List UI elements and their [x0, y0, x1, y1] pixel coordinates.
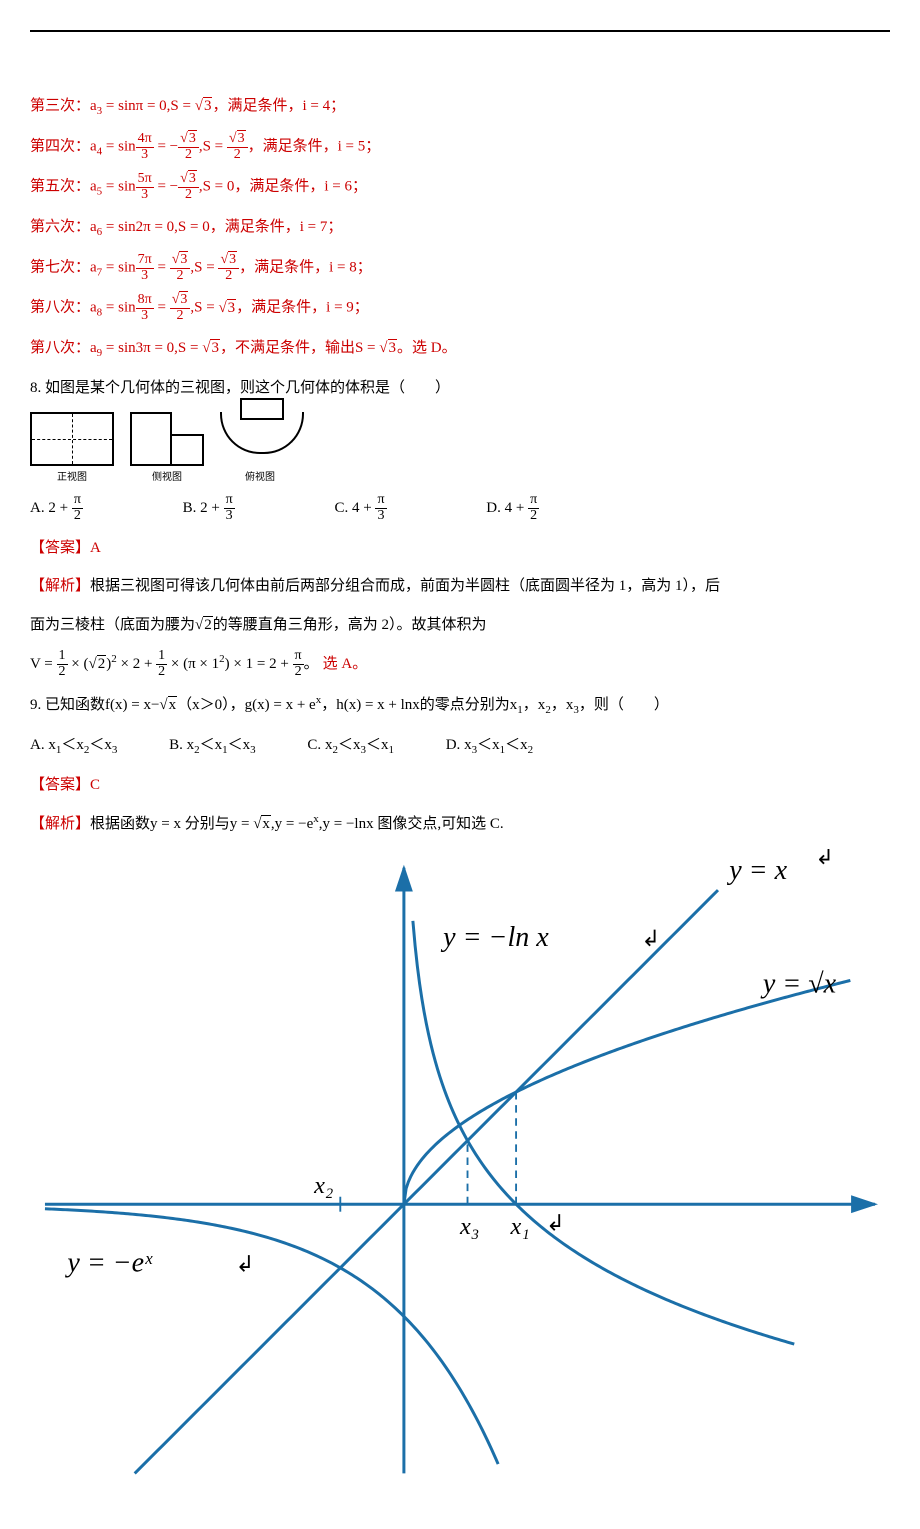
- svg-text:x₁: x₁: [509, 1213, 529, 1240]
- svg-text:y = √x: y = √x: [760, 968, 837, 999]
- q9-text: 9. 已知函数f(x) = x−x（x＞0），g(x) = x + ex，h(x…: [30, 690, 890, 721]
- iteration-step: 第八次：a8 = sin8π3 = 32,S = 3，满足条件，i = 9；: [30, 293, 890, 324]
- q8-choices: A. 2 + π2 B. 2 + π3 C. 4 + π3 D. 4 + π2: [30, 493, 890, 523]
- iteration-step: 第七次：a7 = sin7π3 = 32,S = 32，满足条件，i = 8；: [30, 253, 890, 284]
- q8-choice-d: 4 + π2: [505, 500, 588, 516]
- q8-explain-1: 【解析】根据三视图可得该几何体由前后两部分组合而成，前面为半圆柱（底面圆半径为 …: [30, 572, 890, 601]
- q8-choice-c: 4 + π3: [352, 500, 435, 516]
- svg-text:↲: ↲: [546, 1210, 565, 1235]
- q8-volume: V = 12 × (2)2 × 2 + 12 × (π × 12) × 1 = …: [30, 649, 890, 680]
- q8-answer: 【答案】A: [30, 534, 890, 563]
- iteration-step: 第八次：a9 = sin3π = 0,S = 3，不满足条件，输出S = 3。选…: [30, 334, 890, 364]
- svg-text:↲: ↲: [236, 1251, 255, 1276]
- front-view: 正视图: [30, 412, 114, 483]
- front-view-caption: 正视图: [30, 468, 114, 483]
- iteration-steps: 第三次：a3 = sinπ = 0,S = 3，满足条件，i = 4； 第四次：a…: [30, 92, 890, 364]
- q8-choice-b: 2 + π3: [200, 500, 283, 516]
- top-view: 俯视图: [220, 412, 300, 483]
- q9-answer: 【答案】C: [30, 771, 890, 800]
- q9-choice-b: x2＜x1＜x3: [187, 737, 256, 753]
- side-view-caption: 侧视图: [130, 468, 204, 483]
- svg-text:y = −eˣ: y = −eˣ: [64, 1247, 153, 1278]
- three-views: 正视图 侧视图 俯视图: [30, 412, 890, 483]
- svg-text:x₃: x₃: [459, 1213, 479, 1240]
- q9-choice-c: x2＜x3＜x1: [325, 737, 394, 753]
- iteration-step: 第四次：a4 = sin4π3 = −32,S = 32，满足条件，i = 5；: [30, 132, 890, 163]
- side-view: 侧视图: [130, 412, 204, 483]
- q8-explain-2: 面为三棱柱（底面为腰为2的等腰直角三角形，高为 2）。故其体积为: [30, 611, 890, 640]
- svg-text:y = x: y = x: [726, 855, 787, 886]
- q9-choice-d: x3＜x1＜x2: [464, 737, 533, 753]
- q9-choice-a: x1＜x2＜x3: [48, 737, 117, 753]
- graph: y = xy = √xy = −ln xy = −eˣx₁x₃x₂↲↲↲↲↲: [30, 849, 890, 1490]
- top-view-caption: 俯视图: [220, 468, 300, 483]
- q8-choice-a: 2 + π2: [48, 500, 131, 516]
- top-rule: [30, 30, 890, 32]
- svg-text:y = −ln x: y = −ln x: [440, 922, 549, 953]
- q8-text: 8. 如图是某个几何体的三视图，则这个几何体的体积是（ ）: [30, 374, 890, 403]
- q9-explain: 【解析】根据函数y = x 分别与y = x,y = −ex,y = −lnx …: [30, 809, 890, 839]
- q9-choices: A. x1＜x2＜x3 B. x2＜x1＜x3 C. x2＜x3＜x1 D. x…: [30, 731, 890, 761]
- svg-text:x₂: x₂: [313, 1172, 333, 1199]
- svg-text:↲: ↲: [815, 849, 834, 869]
- iteration-step: 第五次：a5 = sin5π3 = −32,S = 0，满足条件，i = 6；: [30, 172, 890, 203]
- svg-text:↲: ↲: [641, 926, 660, 951]
- iteration-step: 第三次：a3 = sinπ = 0,S = 3，满足条件，i = 4；: [30, 92, 890, 122]
- iteration-step: 第六次：a6 = sin2π = 0,S = 0，满足条件，i = 7；: [30, 213, 890, 243]
